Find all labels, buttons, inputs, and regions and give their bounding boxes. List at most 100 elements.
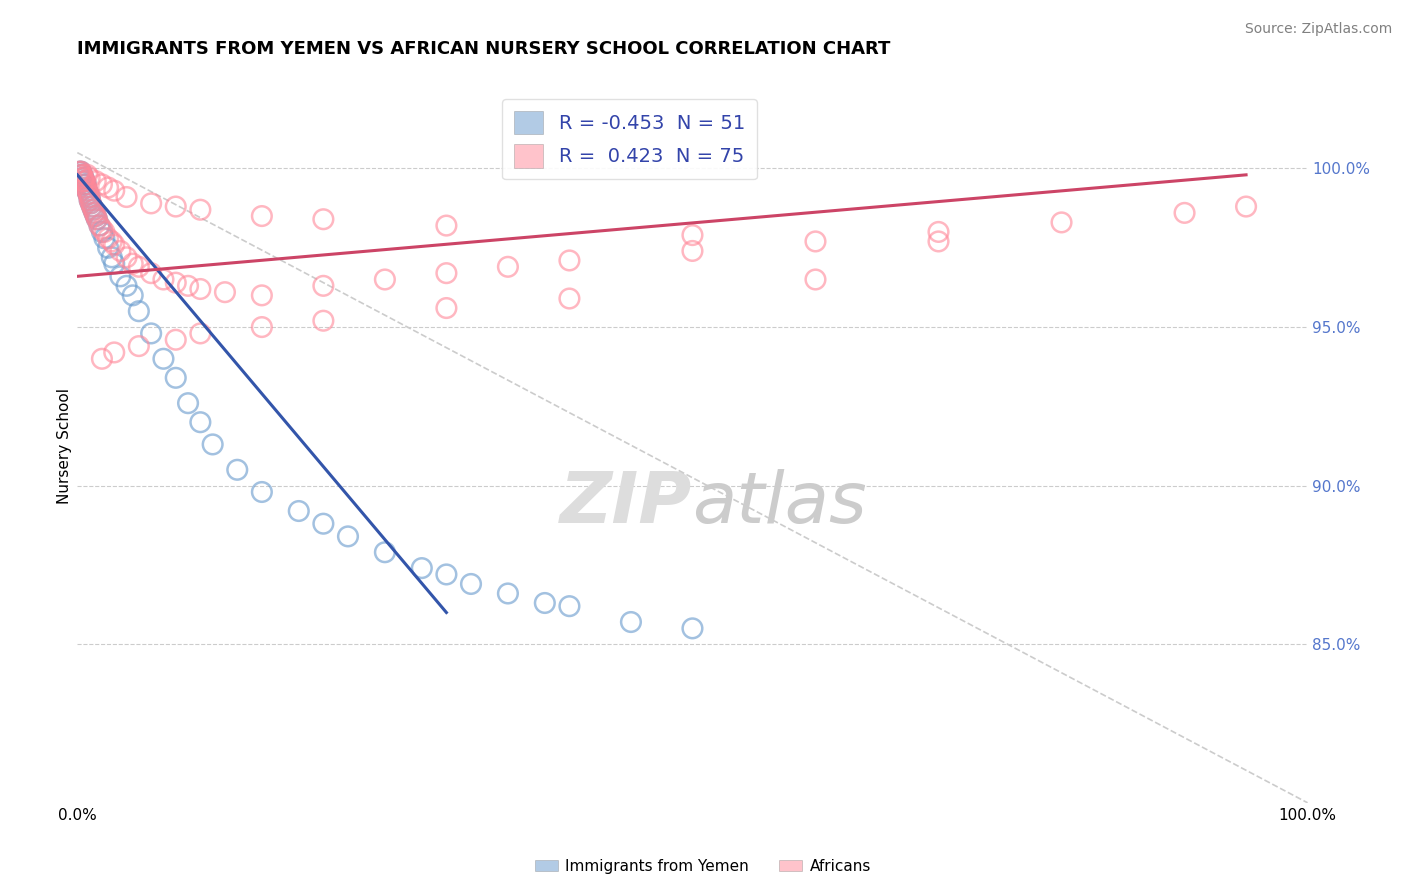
- Point: [101, 250, 124, 264]
- Point: [80, 196, 103, 211]
- Point: [411, 561, 433, 575]
- Point: [73, 174, 96, 188]
- Point: [620, 615, 643, 629]
- Point: [250, 485, 273, 500]
- Point: [93, 231, 115, 245]
- Point: [682, 621, 704, 635]
- Point: [374, 545, 396, 559]
- Y-axis label: Nursery School: Nursery School: [56, 388, 72, 504]
- Point: [84, 209, 107, 223]
- Point: [103, 257, 125, 271]
- Point: [928, 235, 950, 249]
- Point: [93, 225, 115, 239]
- Text: IMMIGRANTS FROM YEMEN VS AFRICAN NURSERY SCHOOL CORRELATION CHART: IMMIGRANTS FROM YEMEN VS AFRICAN NURSERY…: [77, 40, 891, 58]
- Point: [72, 174, 94, 188]
- Point: [82, 200, 104, 214]
- Point: [86, 212, 108, 227]
- Text: Source: ZipAtlas.com: Source: ZipAtlas.com: [1244, 22, 1392, 37]
- Point: [226, 463, 249, 477]
- Point: [77, 186, 100, 201]
- Point: [79, 171, 101, 186]
- Point: [103, 237, 125, 252]
- Point: [1050, 215, 1073, 229]
- Point: [76, 184, 98, 198]
- Point: [72, 174, 94, 188]
- Point: [496, 260, 519, 274]
- Point: [165, 333, 187, 347]
- Point: [70, 171, 93, 186]
- Point: [75, 180, 97, 194]
- Point: [76, 184, 98, 198]
- Point: [682, 228, 704, 243]
- Point: [70, 168, 93, 182]
- Point: [70, 168, 93, 182]
- Point: [558, 253, 581, 268]
- Point: [312, 516, 335, 531]
- Point: [89, 219, 111, 233]
- Point: [83, 206, 105, 220]
- Point: [79, 193, 101, 207]
- Point: [165, 276, 187, 290]
- Point: [97, 241, 120, 255]
- Point: [152, 272, 174, 286]
- Point: [75, 180, 97, 194]
- Point: [70, 164, 93, 178]
- Point: [73, 174, 96, 188]
- Point: [141, 196, 163, 211]
- Point: [1174, 206, 1197, 220]
- Point: [190, 326, 212, 341]
- Point: [101, 235, 124, 249]
- Point: [103, 345, 125, 359]
- Point: [190, 202, 212, 217]
- Point: [103, 184, 125, 198]
- Point: [128, 260, 150, 274]
- Point: [90, 225, 114, 239]
- Point: [110, 244, 132, 258]
- Point: [436, 301, 458, 315]
- Point: [496, 586, 519, 600]
- Legend: R = -0.453  N = 51, R =  0.423  N = 75: R = -0.453 N = 51, R = 0.423 N = 75: [502, 99, 756, 179]
- Point: [128, 339, 150, 353]
- Point: [141, 326, 163, 341]
- Point: [1234, 200, 1257, 214]
- Point: [84, 174, 107, 188]
- Point: [69, 164, 91, 178]
- Point: [79, 190, 101, 204]
- Point: [70, 168, 93, 182]
- Point: [82, 202, 104, 217]
- Point: [79, 190, 101, 204]
- Point: [70, 171, 93, 186]
- Point: [250, 288, 273, 302]
- Point: [128, 304, 150, 318]
- Point: [436, 266, 458, 280]
- Point: [337, 529, 360, 543]
- Point: [558, 292, 581, 306]
- Point: [177, 278, 200, 293]
- Point: [374, 272, 396, 286]
- Point: [115, 250, 138, 264]
- Point: [177, 396, 200, 410]
- Point: [77, 186, 100, 201]
- Point: [69, 164, 91, 178]
- Text: atlas: atlas: [693, 468, 868, 538]
- Point: [312, 212, 335, 227]
- Point: [214, 285, 236, 300]
- Point: [76, 168, 98, 182]
- Point: [79, 193, 101, 207]
- Point: [75, 178, 97, 192]
- Point: [312, 278, 335, 293]
- Point: [190, 282, 212, 296]
- Point: [165, 371, 187, 385]
- Point: [73, 178, 96, 192]
- Point: [72, 171, 94, 186]
- Point: [141, 266, 163, 280]
- Point: [460, 577, 482, 591]
- Point: [121, 288, 143, 302]
- Point: [312, 314, 335, 328]
- Point: [115, 278, 138, 293]
- Point: [436, 567, 458, 582]
- Point: [90, 351, 114, 366]
- Point: [90, 221, 114, 235]
- Point: [84, 209, 107, 223]
- Point: [190, 415, 212, 429]
